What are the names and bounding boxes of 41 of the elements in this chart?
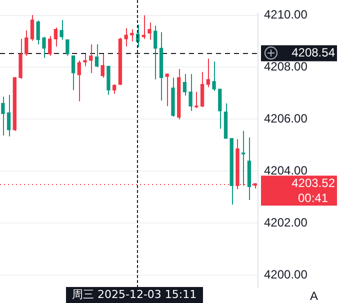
candlestick [36,20,40,45]
candlestick [200,71,204,108]
text: A [310,289,318,303]
y-tick-label: 4208.00 [264,60,308,74]
candlestick [83,53,87,67]
candlestick [100,53,104,78]
candlestick [24,30,28,56]
candlestick [218,88,222,130]
candlestick [182,73,187,96]
candlestick [206,58,210,88]
candlestick [60,19,64,40]
candlestick [124,28,128,47]
y-tick-label: 4200.00 [264,267,308,282]
y-tick-label: 4204.00 [264,163,308,178]
candlestick [194,91,198,109]
candlestick [212,61,216,92]
candlestick [77,60,81,102]
candlestick [165,72,169,107]
candlestick [130,28,134,42]
candlestick [94,44,99,68]
candlestick [188,73,192,112]
ref-line-label: 4208.54 [292,46,336,60]
text: 周三 2025-12-03 15:11 [66,287,203,303]
ref-line-label: 4203.52 00:41 [292,176,336,205]
candlestick [71,55,76,91]
candlestick [154,25,158,80]
candlestick [6,94,11,137]
candlestick [48,36,52,56]
candlestick [142,14,146,40]
candlestick [66,39,70,56]
candlestick [148,22,152,40]
y-tick-label: 4206.00 [264,111,308,126]
candlestick [112,84,116,94]
y-tick-label: 4210.00 [264,8,308,22]
candlestick [89,44,93,74]
candlestick [42,36,46,58]
candlestick [54,26,58,47]
candlestick [1,96,5,136]
y-tick-label: 4202.00 [264,215,308,230]
candlestick [30,14,34,42]
candlestick [242,130,246,186]
